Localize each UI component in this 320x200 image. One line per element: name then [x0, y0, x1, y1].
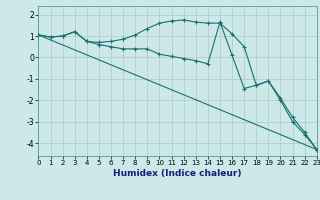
X-axis label: Humidex (Indice chaleur): Humidex (Indice chaleur)	[113, 169, 242, 178]
